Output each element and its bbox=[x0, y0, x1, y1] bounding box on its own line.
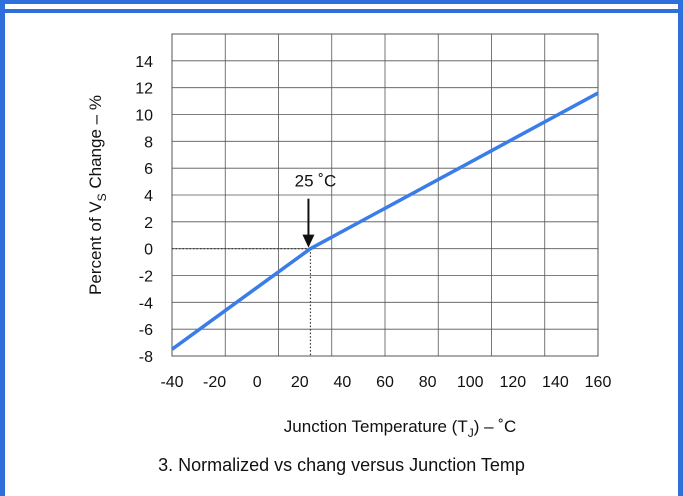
x-tick-label: 160 bbox=[585, 374, 612, 391]
y-axis-label-main: Percent of V bbox=[86, 201, 105, 295]
y-tick-label: 0 bbox=[144, 242, 153, 259]
y-axis-label-end: Change – % bbox=[86, 95, 105, 193]
y-tick-label: 14 bbox=[135, 54, 153, 71]
x-tick-label: 20 bbox=[291, 374, 309, 391]
x-axis-label: Junction Temperature (TJ) – ˚C bbox=[284, 417, 516, 440]
annotation-arrow-head bbox=[302, 234, 315, 248]
y-tick-label: -4 bbox=[139, 295, 153, 312]
x-axis-label-main: Junction Temperature (T bbox=[284, 417, 468, 436]
x-axis-label-end: ) – ˚C bbox=[474, 417, 517, 436]
y-axis-label: Percent of VS Change – % bbox=[86, 95, 109, 295]
x-tick-label: 120 bbox=[499, 374, 526, 391]
y-axis-label-subscript: S bbox=[95, 193, 109, 201]
x-axis-label-subscript: J bbox=[468, 426, 474, 440]
x-tick-label: 100 bbox=[457, 374, 484, 391]
y-tick-label: 4 bbox=[144, 188, 153, 205]
x-tick-label: 40 bbox=[334, 374, 352, 391]
x-tick-label: 80 bbox=[419, 374, 437, 391]
y-tick-label: 2 bbox=[144, 215, 153, 232]
y-tick-label: -2 bbox=[139, 269, 153, 286]
x-tick-label: 140 bbox=[542, 374, 569, 391]
x-tick-label: -20 bbox=[203, 374, 226, 391]
figure-caption: 3. Normalized vs chang versus Junction T… bbox=[158, 455, 525, 475]
y-tick-label: -6 bbox=[139, 322, 153, 339]
y-tick-label: 8 bbox=[144, 134, 153, 151]
y-tick-label: -8 bbox=[139, 349, 153, 366]
x-tick-label: 0 bbox=[253, 374, 262, 391]
y-tick-label: 10 bbox=[135, 108, 153, 125]
annotation-label: 25 ˚C bbox=[295, 172, 337, 191]
series-line bbox=[170, 91, 599, 351]
top-border bbox=[0, 9, 683, 13]
y-tick-label: 12 bbox=[135, 81, 153, 98]
y-tick-label: 6 bbox=[144, 161, 153, 178]
x-tick-label: -40 bbox=[160, 374, 183, 391]
x-tick-label: 60 bbox=[376, 374, 394, 391]
